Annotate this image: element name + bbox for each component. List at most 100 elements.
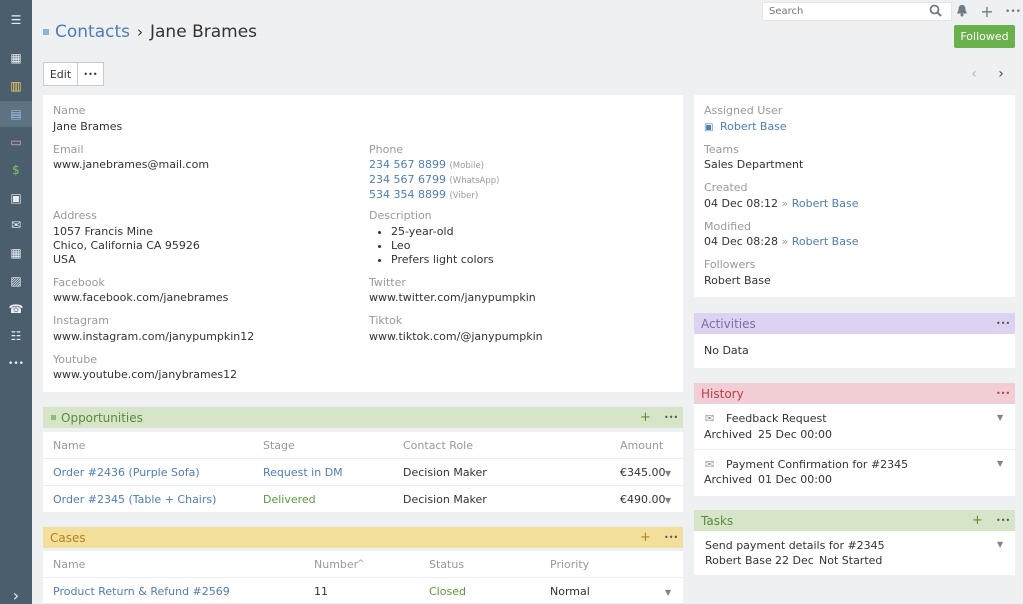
opportunity-name-link[interactable]: Order #2436 (Purple Sofa) — [53, 466, 200, 479]
case-status: Closed — [429, 585, 466, 598]
user-icon: ▣ — [704, 122, 714, 133]
phone-label: Phone — [369, 143, 404, 156]
briefcase-icon[interactable]: ▣ — [10, 191, 22, 205]
calendar-icon[interactable]: ▦ — [10, 246, 22, 260]
history-date: 25 Dec 00:00 — [758, 428, 832, 441]
history-item: ✉ Payment Confirmation for #2345 Archive… — [694, 450, 1015, 496]
more-icon[interactable]: ••• — [8, 359, 24, 369]
hamburger-icon[interactable]: ☰ — [10, 13, 22, 27]
history-item-link[interactable]: Feedback Request — [726, 412, 827, 425]
history-status: Archived — [704, 428, 753, 441]
opportunities-panel-header: Opportunities + ••• — [43, 407, 683, 428]
history-item-link[interactable]: Payment Confirmation for #2345 — [726, 458, 909, 471]
case-number: 11 — [314, 585, 328, 598]
assigned-user-link[interactable]: Robert Base — [719, 120, 787, 133]
address-label: Address — [53, 209, 97, 222]
more-actions-button[interactable]: ••• — [77, 62, 104, 86]
opportunity-role: Decision Maker — [403, 466, 487, 479]
tiktok-label: Tiktok — [369, 314, 403, 327]
building-icon[interactable]: ▥ — [10, 79, 22, 93]
envelope-icon[interactable]: ✉ — [10, 218, 22, 232]
history-panel: ✉ Feedback Request Archived 25 Dec 00:00… — [694, 404, 1015, 496]
phone-link[interactable]: 234 567 6799 — [369, 173, 446, 186]
phone-type: (Viber) — [449, 191, 479, 201]
cases-menu-icon[interactable]: ••• — [664, 533, 679, 542]
case-name-link[interactable]: Product Return & Refund #2569 — [53, 585, 230, 598]
email-link[interactable]: www.janebrames@mail.com — [53, 158, 210, 171]
add-task-icon[interactable]: + — [972, 513, 983, 528]
task-link[interactable]: Send payment details for #2345 — [705, 539, 885, 552]
address-line: USA — [53, 253, 76, 266]
phone-type: (WhatsApp) — [449, 176, 500, 186]
breadcrumb-contacts-link[interactable]: Contacts — [55, 22, 130, 42]
description-item: Prefers light colors — [391, 253, 494, 267]
history-title[interactable]: History — [701, 386, 744, 401]
activities-empty: No Data — [704, 344, 749, 357]
activities-title[interactable]: Activities — [701, 316, 756, 331]
phone-link[interactable]: 234 567 8899 — [369, 158, 446, 171]
history-status: Archived — [704, 473, 753, 486]
opportunity-role: Decision Maker — [403, 493, 487, 506]
phone-link[interactable]: 534 354 8899 — [369, 188, 446, 201]
cases-header-row: Name Number ^ Status Priority — [43, 551, 683, 578]
next-record-icon[interactable]: › — [998, 66, 1004, 82]
dashboard-icon[interactable]: ▦ — [10, 51, 22, 65]
teams-link[interactable]: Sales Department — [704, 158, 804, 171]
column-number[interactable]: Number — [314, 558, 359, 571]
facebook-link[interactable]: www.facebook.com/janebrames — [53, 291, 229, 304]
column-priority: Priority — [550, 558, 590, 571]
history-menu-icon[interactable]: ••• — [996, 389, 1011, 398]
more-menu-icon[interactable]: ••• — [1005, 7, 1021, 17]
address-line: 1057 Francis Mine — [53, 225, 153, 238]
expand-icon[interactable]: › — [12, 585, 20, 604]
activities-menu-icon[interactable]: ••• — [996, 319, 1011, 328]
column-name: Name — [53, 558, 86, 571]
twitter-label: Twitter — [369, 276, 406, 289]
description-list: 25-year-old Leo Prefers light colors — [369, 225, 494, 267]
contact-card-icon[interactable]: ▭ — [10, 135, 22, 149]
column-stage: Stage — [263, 439, 295, 452]
record-info-panel: Assigned User ▣ Robert Base Teams Sales … — [694, 95, 1015, 297]
opportunity-name-link[interactable]: Order #2345 (Table + Chairs) — [53, 493, 217, 506]
cases-title[interactable]: Cases — [50, 530, 86, 545]
task-user-link[interactable]: Robert Base — [705, 554, 772, 567]
task-dropdown-icon[interactable]: ▼ — [997, 540, 1004, 549]
column-name: Name — [53, 439, 86, 452]
history-dropdown-icon[interactable]: ▼ — [997, 459, 1004, 468]
table-row: Order #2436 (Purple Sofa) Request in DM … — [43, 459, 683, 486]
previous-record-icon[interactable]: ‹ — [971, 66, 977, 82]
modified-by-link[interactable]: Robert Base — [791, 235, 859, 248]
dollar-icon[interactable]: $ — [12, 163, 20, 177]
followed-button[interactable]: Followed — [954, 25, 1015, 48]
twitter-link[interactable]: www.twitter.com/janypumpkin — [369, 291, 536, 304]
tiktok-link[interactable]: www.tiktok.com/@janypumpkin — [369, 330, 543, 343]
instagram-link[interactable]: www.instagram.com/janypumpkin12 — [53, 330, 255, 343]
tasks-title[interactable]: Tasks — [701, 513, 734, 528]
search-icon[interactable] — [927, 4, 943, 20]
phone-icon[interactable]: ☎ — [8, 302, 24, 316]
bell-icon[interactable] — [954, 4, 970, 20]
sidebar: ☰ ▦ ▥ ▤ ▭ $ ▣ ✉ ▦ ▨ ☎ ☷ ••• › — [0, 0, 32, 604]
add-opportunity-icon[interactable]: + — [640, 410, 651, 425]
search-input[interactable] — [762, 2, 952, 21]
add-case-icon[interactable]: + — [640, 530, 651, 545]
youtube-link[interactable]: www.youtube.com/janybrames12 — [53, 368, 238, 381]
created-by-link[interactable]: Robert Base — [791, 197, 859, 210]
description-item: Leo — [391, 239, 494, 253]
history-dropdown-icon[interactable]: ▼ — [997, 413, 1004, 422]
plus-icon[interactable]: + — [980, 2, 994, 21]
contacts-icon[interactable]: ▤ — [0, 101, 32, 127]
tasks-menu-icon[interactable]: ••• — [996, 516, 1011, 525]
contact-details-panel: Name Jane Brames Email www.janebrames@ma… — [43, 95, 683, 392]
calendar-check-icon[interactable]: ▨ — [10, 274, 22, 288]
row-dropdown-icon[interactable]: ▼ — [665, 496, 672, 505]
followers-link[interactable]: Robert Base — [704, 274, 771, 287]
row-dropdown-icon[interactable]: ▼ — [665, 469, 672, 478]
opportunities-menu-icon[interactable]: ••• — [664, 413, 679, 422]
opportunities-title[interactable]: Opportunities — [61, 410, 143, 425]
row-dropdown-icon[interactable]: ▼ — [665, 588, 672, 597]
edit-button[interactable]: Edit — [43, 62, 78, 86]
by-separator: » — [781, 197, 789, 210]
tasks-list-icon[interactable]: ☷ — [10, 329, 22, 343]
name-value: Jane Brames — [53, 120, 123, 133]
